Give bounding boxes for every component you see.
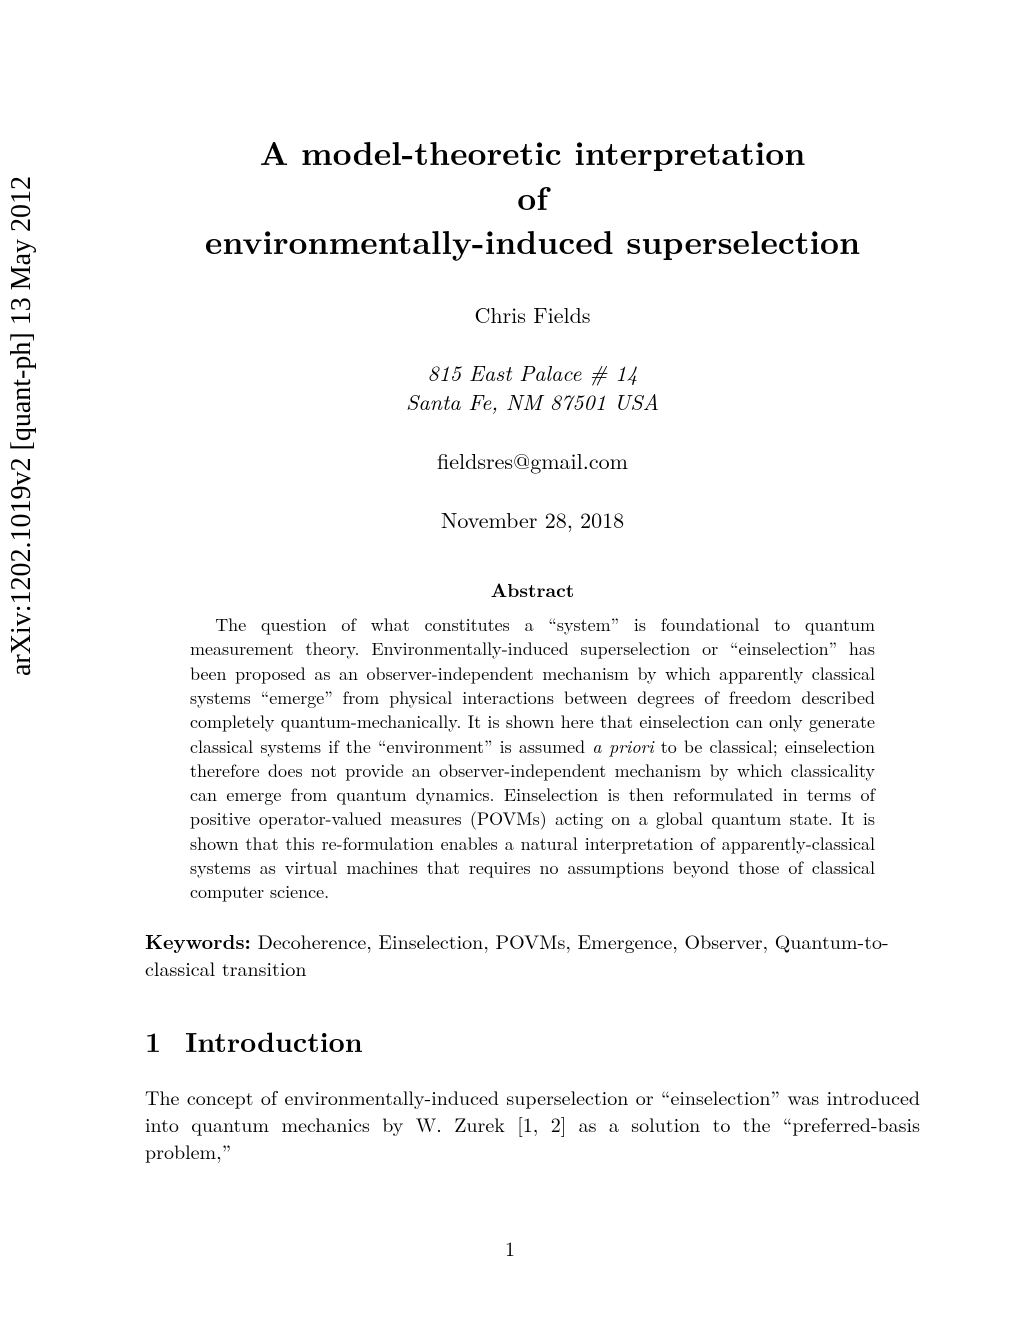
intro-paragraph: The concept of environmentally-induced s… <box>145 1083 920 1164</box>
page-number: 1 <box>0 1233 1020 1262</box>
keywords-text: Decoherence, Einselection, POVMs, Emerge… <box>145 926 889 982</box>
section-number: 1 <box>145 1021 161 1061</box>
paper-title: A model-theoretic interpretation of envi… <box>145 130 920 264</box>
keywords-label: Keywords: <box>145 926 251 955</box>
paper-date: November 28, 2018 <box>145 504 920 535</box>
abstract-body: The question of what constitutes a “syst… <box>190 613 875 905</box>
author-email: fieldsres@gmail.com <box>145 445 920 476</box>
abstract-text-post: to be classical; einselection therefore … <box>190 734 875 905</box>
keywords: Keywords: Decoherence, Einselection, POV… <box>145 927 920 981</box>
author-address: 815 East Palace # 14 Santa Fe, NM 87501 … <box>145 358 920 417</box>
author-name: Chris Fields <box>145 299 920 330</box>
section-title: Introduction <box>185 1021 363 1061</box>
paper-page: A model-theoretic interpretation of envi… <box>145 0 920 1164</box>
address-line-2: Santa Fe, NM 87501 USA <box>406 386 659 417</box>
abstract-heading: Abstract <box>145 575 920 603</box>
section-heading: 1 Introduction <box>145 1021 920 1061</box>
title-line-3: environmentally-induced superselection <box>205 217 860 264</box>
abstract-text-italic: a priori <box>592 734 653 759</box>
title-line-2: of <box>517 173 548 220</box>
title-line-1: A model-theoretic interpretation <box>260 128 806 175</box>
address-line-1: 815 East Palace # 14 <box>427 357 637 388</box>
arxiv-identifier: arXiv:1202.1019v2 [quant-ph] 13 May 2012 <box>6 176 38 676</box>
